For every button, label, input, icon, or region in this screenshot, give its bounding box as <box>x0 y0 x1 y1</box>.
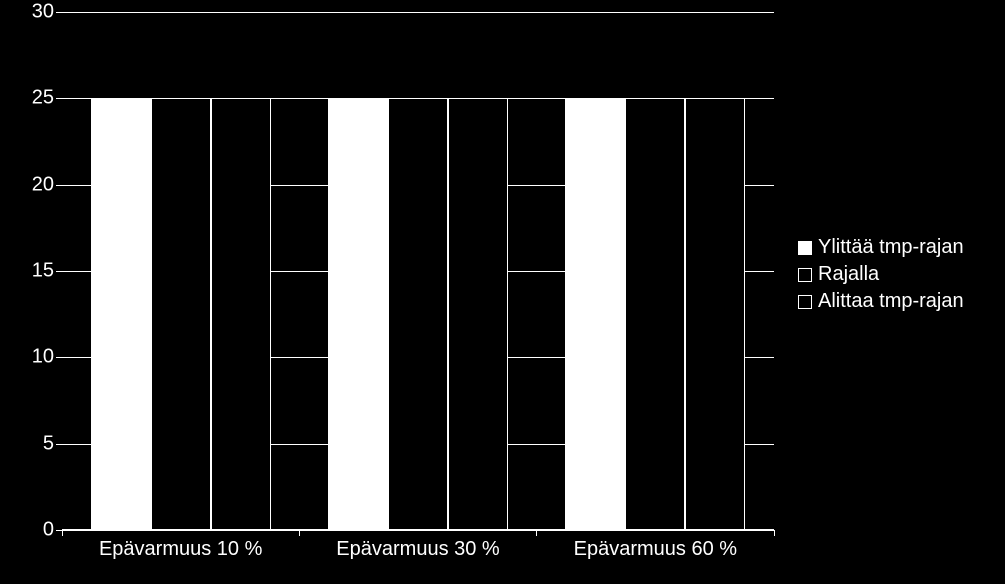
bar <box>448 98 508 530</box>
y-tick-label: 15 <box>32 260 62 283</box>
legend-label: Alittaa tmp-rajan <box>818 290 964 313</box>
bar-group <box>328 12 508 530</box>
bar <box>151 98 211 530</box>
legend: Ylittää tmp-rajan Rajalla Alittaa tmp-raja… <box>798 232 964 317</box>
legend-item: Ylittää tmp-rajan <box>798 236 964 259</box>
bar <box>91 98 151 530</box>
x-tick-label: Epävarmuus 60 % <box>574 530 737 561</box>
legend-swatch <box>798 268 812 282</box>
bar <box>328 98 388 530</box>
bar <box>685 98 745 530</box>
x-tick-label: Epävarmuus 10 % <box>99 530 262 561</box>
y-tick-label: 25 <box>32 87 62 110</box>
legend-item: Alittaa tmp-rajan <box>798 290 964 313</box>
plot-area: 051015202530Epävarmuus 10 %Epävarmuus 30… <box>62 12 774 530</box>
x-tick-mark <box>774 530 775 536</box>
y-tick-label: 30 <box>32 1 62 24</box>
y-tick-label: 20 <box>32 173 62 196</box>
bar <box>565 98 625 530</box>
x-tick-mark <box>62 530 63 536</box>
bar-group <box>91 12 271 530</box>
legend-label: Ylittää tmp-rajan <box>818 236 964 259</box>
y-tick-label: 10 <box>32 346 62 369</box>
bar <box>388 98 448 530</box>
bar-group <box>565 12 745 530</box>
bar <box>211 98 271 530</box>
x-tick-label: Epävarmuus 30 % <box>336 530 499 561</box>
legend-item: Rajalla <box>798 263 964 286</box>
x-tick-mark <box>536 530 537 536</box>
chart-container: 0 5 10 15 20 25 30 Epävarmuus 10 % Epävarmuus 30… <box>0 0 1005 584</box>
bar <box>625 98 685 530</box>
legend-swatch <box>798 295 812 309</box>
y-tick-label: 0 <box>43 519 62 542</box>
legend-label: Rajalla <box>818 263 879 286</box>
y-tick-label: 5 <box>43 432 62 455</box>
legend-swatch <box>798 241 812 255</box>
x-tick-mark <box>299 530 300 536</box>
